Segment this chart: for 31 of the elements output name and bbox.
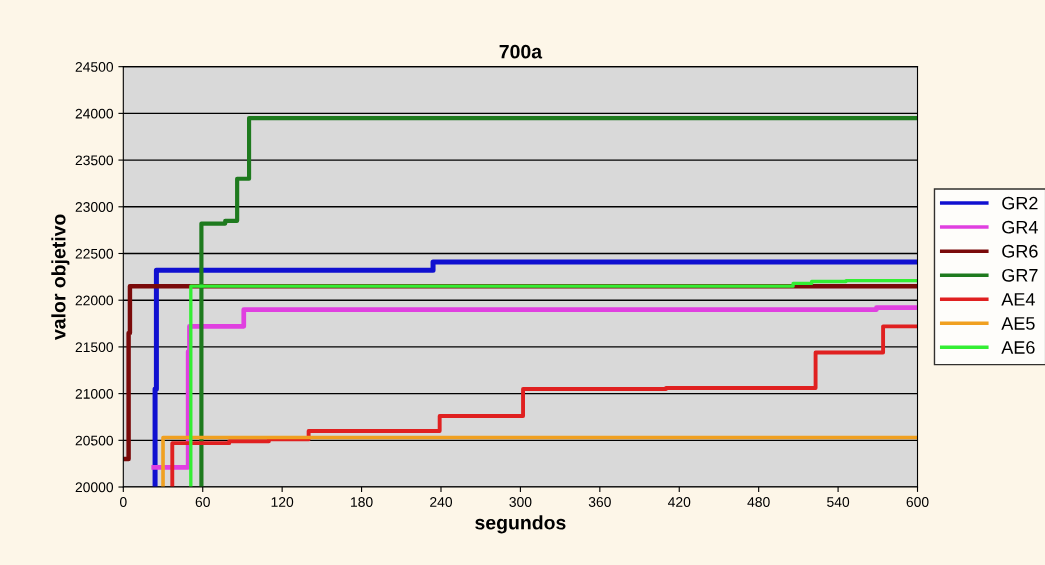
y-tick-label: 24000 bbox=[75, 108, 114, 119]
chart-title: 700a bbox=[499, 44, 543, 59]
y-tick-label: 22500 bbox=[75, 248, 114, 259]
y-tick-label: 21000 bbox=[75, 388, 114, 399]
y-tick-label: 23500 bbox=[75, 155, 114, 166]
x-axis-title: segundos bbox=[475, 515, 566, 534]
x-tick-label: 600 bbox=[906, 497, 929, 507]
y-tick-label: 24500 bbox=[75, 62, 114, 72]
x-tick-label: 180 bbox=[351, 497, 373, 507]
legend-label: AE4 bbox=[1001, 293, 1035, 306]
y-tick-label: 22000 bbox=[75, 295, 114, 306]
x-tick-label: 300 bbox=[509, 497, 532, 507]
x-tick-label: 540 bbox=[827, 497, 850, 507]
y-axis-title: valor objetivo bbox=[51, 214, 70, 340]
x-tick-label: 360 bbox=[588, 497, 611, 507]
legend-label: GR6 bbox=[1002, 244, 1038, 258]
x-tick-label: 0 bbox=[119, 497, 127, 507]
x-tick-label: 60 bbox=[195, 497, 210, 507]
x-tick-label: 480 bbox=[747, 497, 770, 507]
legend-label: AE6 bbox=[1001, 341, 1035, 354]
legend-label: GR4 bbox=[1002, 220, 1038, 234]
y-tick-label: 20500 bbox=[75, 435, 114, 446]
legend-label: AE5 bbox=[1001, 317, 1035, 330]
y-tick-label: 20000 bbox=[75, 482, 114, 493]
legend-label: GR2 bbox=[1002, 196, 1038, 210]
legend-label: GR7 bbox=[1002, 268, 1038, 282]
x-tick-label: 240 bbox=[430, 497, 453, 507]
y-tick-label: 23000 bbox=[75, 202, 114, 212]
y-tick-label: 21500 bbox=[75, 342, 114, 353]
x-tick-label: 420 bbox=[667, 497, 691, 507]
x-tick-label: 120 bbox=[271, 497, 294, 507]
